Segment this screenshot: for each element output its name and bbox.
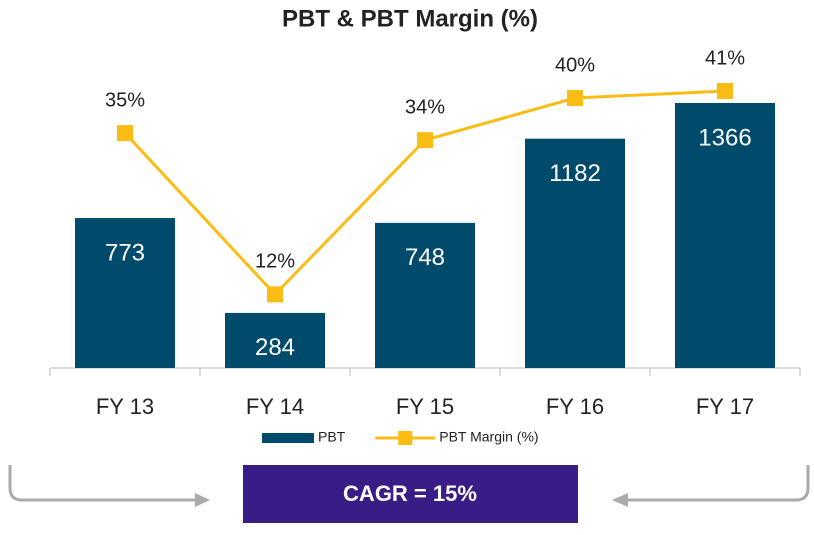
bar	[75, 218, 175, 368]
left-bracket	[8, 465, 205, 502]
x-tick-label: FY 13	[96, 394, 154, 419]
bar	[375, 222, 475, 368]
cagr-box	[243, 465, 578, 523]
legend-swatch	[262, 433, 314, 443]
bar-value-label: 1366	[698, 124, 751, 151]
line-value-label: 35%	[105, 89, 145, 111]
legend-label: PBT Margin (%)	[439, 429, 538, 445]
bar	[225, 312, 325, 368]
bar	[675, 102, 775, 368]
bar-value-label: 1182	[549, 160, 601, 187]
line-marker	[417, 132, 433, 149]
right-arrow	[612, 493, 628, 507]
line-value-label: 41%	[705, 47, 745, 69]
bar-value-label: 284	[255, 334, 295, 361]
bar	[525, 138, 625, 368]
bar-value-label: 773	[105, 239, 145, 266]
x-tick-label: FY 17	[696, 394, 754, 419]
cagr-brackets	[8, 465, 810, 507]
bar-value-label: 748	[405, 244, 445, 271]
x-tick-label: FY 14	[246, 394, 304, 419]
line-marker	[717, 83, 733, 100]
x-tick-label: FY 15	[396, 394, 454, 419]
right-bracket	[618, 465, 810, 502]
chart-title: PBT & PBT Margin (%)	[282, 5, 538, 32]
legend-label: PBT	[318, 429, 346, 445]
legend-swatch-marker	[398, 431, 413, 445]
left-arrow	[195, 493, 210, 507]
line-marker	[567, 90, 583, 107]
line-marker	[267, 286, 283, 303]
line-value-label: 34%	[405, 96, 445, 118]
line-marker	[117, 125, 133, 142]
line-value-label: 12%	[255, 251, 295, 273]
line-value-label: 40%	[555, 54, 595, 76]
x-tick-label: FY 16	[546, 394, 604, 419]
cagr-label: CAGR = 15%	[343, 481, 477, 506]
